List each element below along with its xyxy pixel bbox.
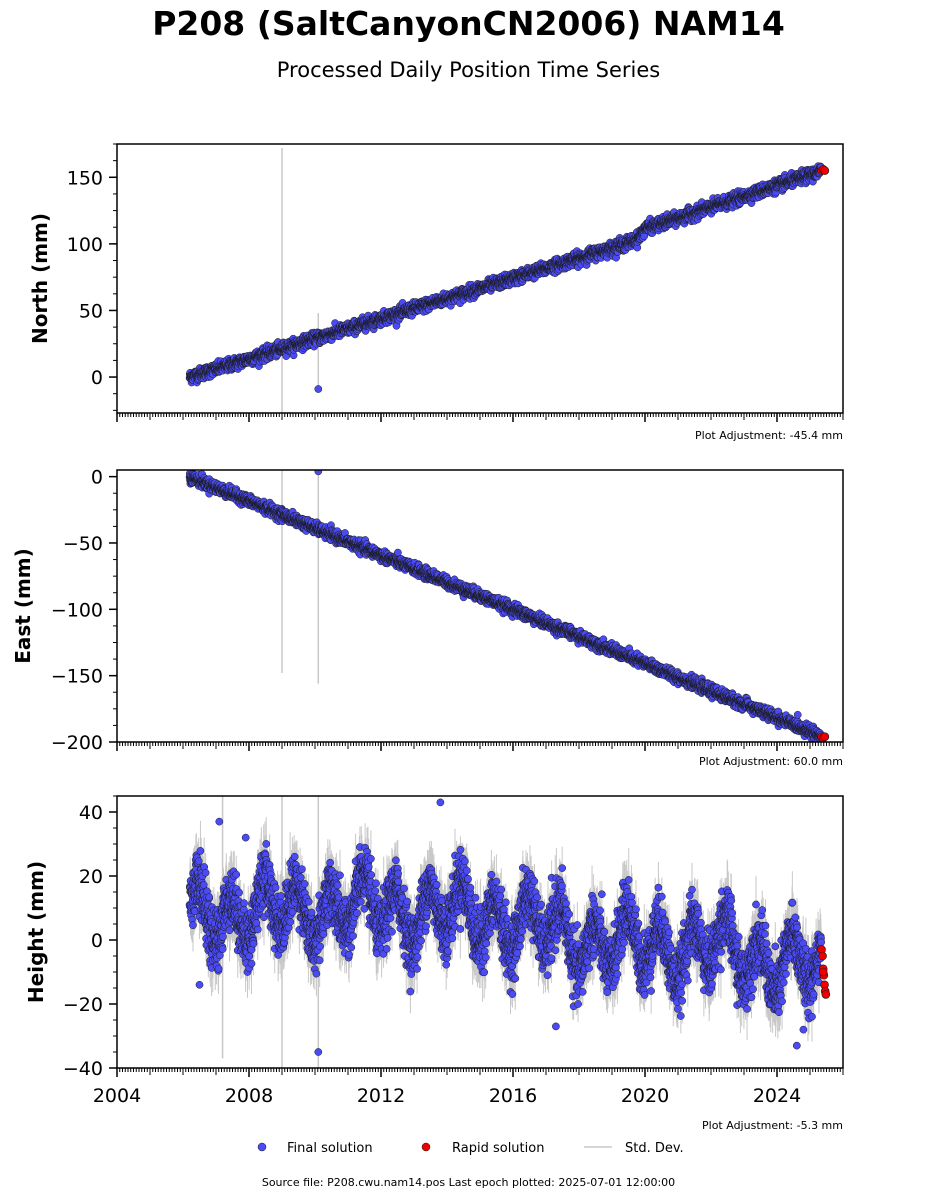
plot-area	[185, 470, 825, 742]
x-ticks	[116, 413, 844, 422]
panel-1: 0 50 100 150 North (mm) Plot Adjustment: -45.…	[28, 143, 844, 442]
chart-subtitle: Processed Daily Position Time Series	[276, 58, 661, 82]
plot-area	[185, 147, 825, 413]
y-tick-label: 100	[67, 234, 103, 256]
rapid-point	[820, 166, 830, 175]
final-points	[185, 162, 825, 393]
y-ticks	[109, 143, 117, 411]
y-axis-label: North (mm)	[28, 213, 52, 344]
panels-group: 0 50 100 150 North (mm) Plot Adjustment: -45.…	[11, 143, 844, 1132]
y-tick-label: 150	[67, 167, 103, 189]
final-point-outlier	[314, 385, 323, 393]
y-tick-label: 0	[91, 367, 103, 389]
y-tick-label: 50	[79, 300, 103, 322]
plot-adjustment-label: Plot Adjustment: -45.4 mm	[695, 429, 843, 442]
chart-title: P208 (SaltCanyonCN2006) NAM14	[152, 4, 785, 43]
